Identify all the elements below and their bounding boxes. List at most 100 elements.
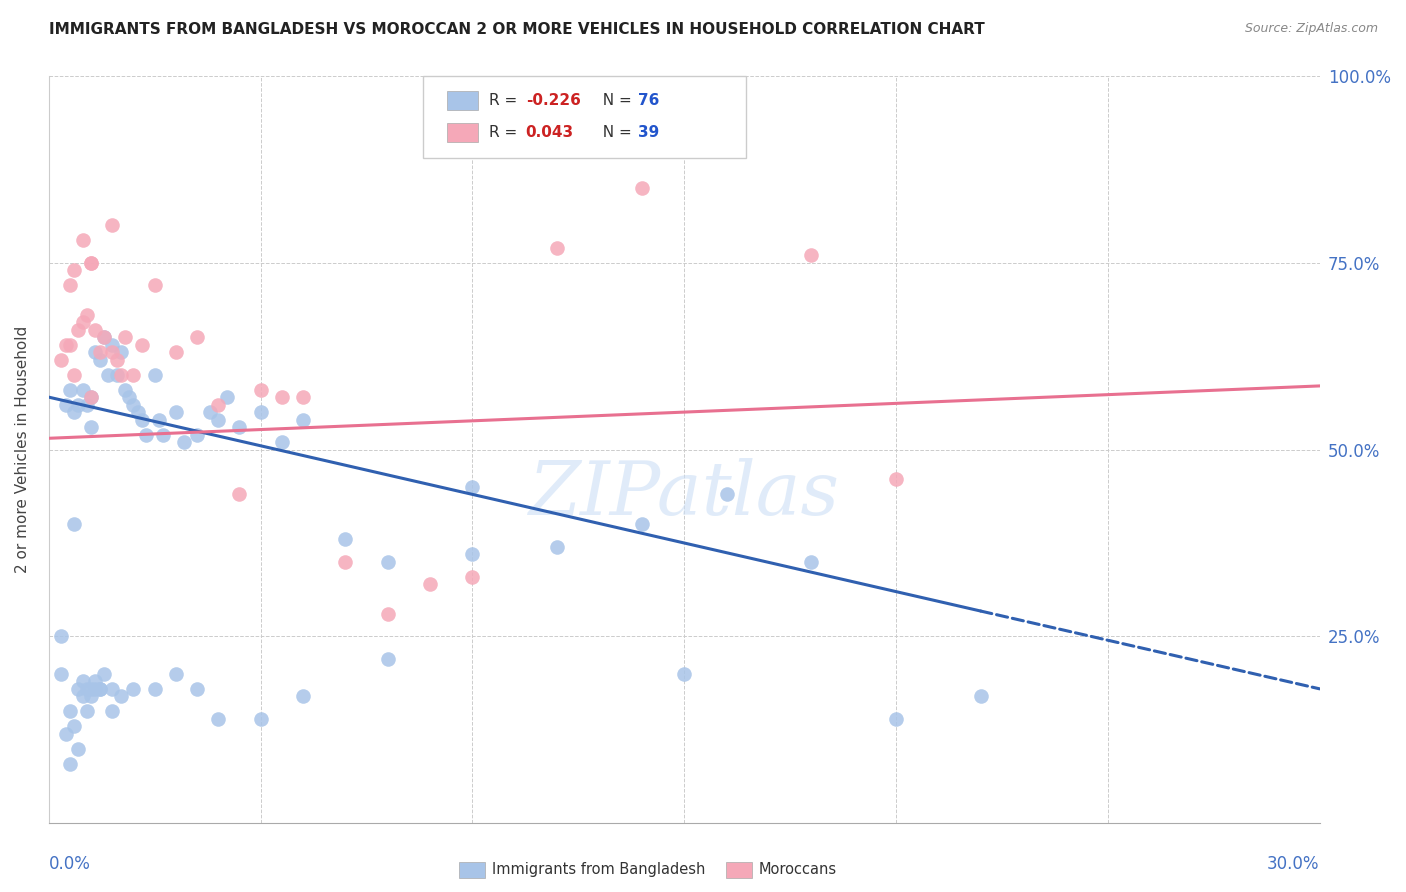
Point	[105, 368, 128, 382]
Point	[631, 517, 654, 532]
Point	[377, 652, 399, 666]
Point	[800, 555, 823, 569]
Point	[72, 690, 94, 704]
Point	[89, 352, 111, 367]
Point	[884, 712, 907, 726]
Point	[419, 577, 441, 591]
Point	[165, 405, 187, 419]
Point	[461, 547, 484, 561]
Point	[72, 315, 94, 329]
Point	[101, 704, 124, 718]
Point	[228, 487, 250, 501]
Point	[249, 405, 271, 419]
Point	[207, 398, 229, 412]
Point	[249, 712, 271, 726]
Point	[63, 405, 86, 419]
Point	[105, 352, 128, 367]
Point	[122, 368, 145, 382]
Point	[80, 390, 103, 404]
Point	[67, 681, 90, 696]
Point	[148, 412, 170, 426]
Point	[51, 352, 73, 367]
Point	[67, 323, 90, 337]
Text: N =: N =	[593, 93, 637, 108]
Y-axis label: 2 or more Vehicles in Household: 2 or more Vehicles in Household	[15, 326, 30, 574]
Text: 76: 76	[638, 93, 659, 108]
Text: Immigrants from Bangladesh: Immigrants from Bangladesh	[492, 863, 704, 878]
Point	[89, 681, 111, 696]
Point	[101, 338, 124, 352]
Point	[165, 666, 187, 681]
Point	[461, 480, 484, 494]
Point	[377, 555, 399, 569]
Point	[72, 383, 94, 397]
Point	[127, 405, 149, 419]
Point	[76, 398, 98, 412]
Point	[152, 427, 174, 442]
Text: Source: ZipAtlas.com: Source: ZipAtlas.com	[1244, 22, 1378, 36]
Point	[122, 681, 145, 696]
Point	[63, 263, 86, 277]
Point	[143, 277, 166, 292]
Point	[673, 666, 696, 681]
Point	[631, 180, 654, 194]
Point	[377, 607, 399, 621]
Point	[51, 666, 73, 681]
Point	[84, 681, 107, 696]
Point	[291, 412, 314, 426]
Text: ZIPatlas: ZIPatlas	[529, 458, 839, 531]
Point	[59, 383, 82, 397]
Point	[67, 741, 90, 756]
Point	[110, 690, 132, 704]
Text: 0.0%: 0.0%	[49, 855, 90, 872]
Point	[101, 345, 124, 359]
Point	[59, 704, 82, 718]
Point	[546, 540, 568, 554]
Point	[80, 255, 103, 269]
Point	[110, 345, 132, 359]
Point	[89, 345, 111, 359]
Point	[55, 727, 77, 741]
Point	[135, 427, 157, 442]
Point	[207, 712, 229, 726]
Point	[84, 323, 107, 337]
Point	[186, 681, 208, 696]
Point	[101, 218, 124, 232]
Point	[63, 719, 86, 733]
Text: 30.0%: 30.0%	[1267, 855, 1320, 872]
Point	[80, 681, 103, 696]
Point	[59, 338, 82, 352]
Point	[270, 390, 292, 404]
Point	[59, 756, 82, 771]
Point	[143, 681, 166, 696]
Point	[215, 390, 238, 404]
Point	[76, 681, 98, 696]
Point	[72, 674, 94, 689]
Text: Moroccans: Moroccans	[759, 863, 837, 878]
Point	[249, 383, 271, 397]
Point	[291, 690, 314, 704]
Point	[884, 472, 907, 486]
Point	[122, 398, 145, 412]
Point	[93, 666, 115, 681]
Point	[207, 412, 229, 426]
Point	[461, 569, 484, 583]
Point	[80, 690, 103, 704]
Point	[186, 427, 208, 442]
Point	[76, 704, 98, 718]
Point	[186, 330, 208, 344]
Text: R =: R =	[489, 125, 522, 140]
Text: 0.043: 0.043	[526, 125, 574, 140]
Point	[270, 435, 292, 450]
Text: R =: R =	[489, 93, 522, 108]
Point	[335, 533, 357, 547]
Point	[143, 368, 166, 382]
Point	[93, 330, 115, 344]
Text: N =: N =	[593, 125, 637, 140]
Point	[59, 277, 82, 292]
Point	[63, 368, 86, 382]
Point	[114, 330, 136, 344]
Text: IMMIGRANTS FROM BANGLADESH VS MOROCCAN 2 OR MORE VEHICLES IN HOUSEHOLD CORRELATI: IMMIGRANTS FROM BANGLADESH VS MOROCCAN 2…	[49, 22, 984, 37]
Point	[165, 345, 187, 359]
Point	[89, 681, 111, 696]
